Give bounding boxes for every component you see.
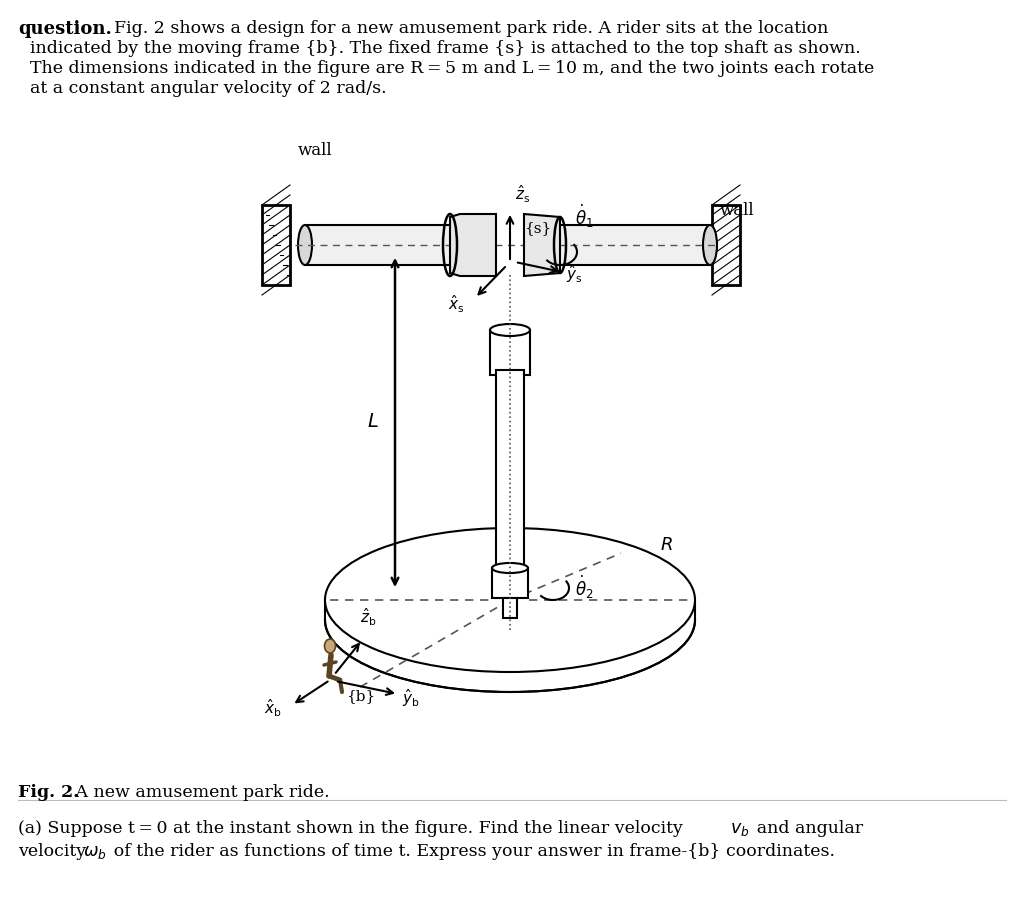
Ellipse shape [325,528,695,672]
Bar [503,598,517,618]
Polygon shape [524,214,560,276]
Text: $\hat{y}_\mathrm{b}$: $\hat{y}_\mathrm{b}$ [402,687,420,709]
Ellipse shape [298,225,312,265]
Text: $\omega_b$: $\omega_b$ [83,843,106,861]
Ellipse shape [325,548,695,692]
Text: $\hat{x}_\mathrm{s}$: $\hat{x}_\mathrm{s}$ [449,293,465,315]
Bar [492,568,528,598]
Text: $v_b$: $v_b$ [730,820,750,838]
Bar [305,225,490,265]
Ellipse shape [325,639,336,653]
Text: question.: question. [18,20,112,38]
Text: $\dot{\theta}_1$: $\dot{\theta}_1$ [575,203,594,230]
Bar [530,225,710,265]
Text: $\dot{\theta}_2$: $\dot{\theta}_2$ [575,574,594,601]
Text: $\hat{x}_\mathrm{b}$: $\hat{x}_\mathrm{b}$ [264,698,282,719]
Text: $\hat{y}_\mathrm{s}$: $\hat{y}_\mathrm{s}$ [566,263,583,285]
Text: at a constant angular velocity of 2 rad/s.: at a constant angular velocity of 2 rad/… [30,80,387,97]
Text: $R$: $R$ [660,536,673,554]
Text: of the rider as functions of time t. Express your answer in frame-{b} coordinate: of the rider as functions of time t. Exp… [105,843,835,860]
Bar [490,330,530,375]
Text: wall: wall [298,142,333,159]
Ellipse shape [492,563,528,573]
Text: and angular: and angular [748,820,863,837]
Text: wall: wall [720,202,755,219]
Text: indicated by the moving frame {b}. The fixed frame {s} is attached to the top sh: indicated by the moving frame {b}. The f… [30,40,861,57]
Polygon shape [450,214,496,276]
Text: Fig. 2.: Fig. 2. [18,784,79,801]
Text: (a) Suppose t = 0 at the instant shown in the figure. Find the linear velocity: (a) Suppose t = 0 at the instant shown i… [18,820,691,837]
Text: $\hat{z}_\mathrm{b}$: $\hat{z}_\mathrm{b}$ [360,606,377,628]
Ellipse shape [490,324,530,336]
Bar [712,205,740,285]
Text: $\hat{z}_\mathrm{s}$: $\hat{z}_\mathrm{s}$ [515,183,530,205]
Ellipse shape [703,225,717,265]
Text: Fig. 2 shows a design for a new amusement park ride. A rider sits at the locatio: Fig. 2 shows a design for a new amusemen… [114,20,828,37]
Bar [262,205,290,285]
Text: {b}: {b} [346,689,375,703]
Text: A new amusement park ride.: A new amusement park ride. [70,784,330,801]
Text: velocity: velocity [18,843,95,860]
Text: The dimensions indicated in the figure are R = 5 m and L = 10 m, and the two joi: The dimensions indicated in the figure a… [30,60,874,77]
Text: {s}: {s} [524,221,551,235]
Bar [496,370,524,595]
Text: $L$: $L$ [368,413,379,431]
